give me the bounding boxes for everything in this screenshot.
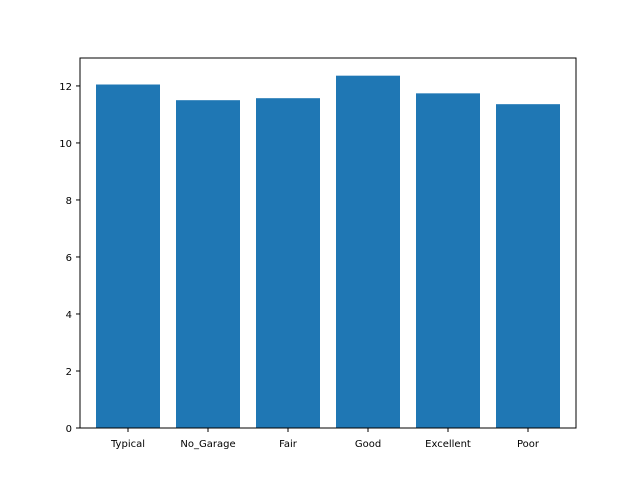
x-tick-label: No_Garage: [180, 439, 235, 450]
y-tick-label: 12: [59, 82, 72, 93]
plot-frame: [79, 57, 577, 429]
y-tick-label: 4: [66, 310, 72, 321]
x-tick-label: Typical: [110, 439, 145, 450]
bar-good: [336, 75, 400, 428]
x-tick-label: Good: [355, 439, 381, 450]
bar-fair: [256, 98, 320, 429]
bar-no-garage: [176, 100, 240, 428]
y-tick-label: 6: [66, 253, 72, 264]
x-tick-label: Excellent: [425, 439, 471, 450]
bar-typical: [96, 84, 160, 429]
x-tick-label: Poor: [517, 439, 540, 450]
y-tick-label: 8: [66, 196, 72, 207]
y-axis: 0 2 4 6 8 10 12: [59, 82, 80, 435]
y-tick-label: 0: [66, 424, 72, 435]
x-tick-label: Fair: [279, 439, 298, 450]
x-axis: Typical No_Garage Fair Good Excellent Poor: [110, 428, 540, 450]
y-tick-label: 10: [59, 139, 72, 150]
bar-excellent: [416, 93, 480, 429]
y-tick-label: 2: [66, 367, 72, 378]
bars-group: [96, 75, 560, 429]
bar-poor: [496, 104, 560, 428]
